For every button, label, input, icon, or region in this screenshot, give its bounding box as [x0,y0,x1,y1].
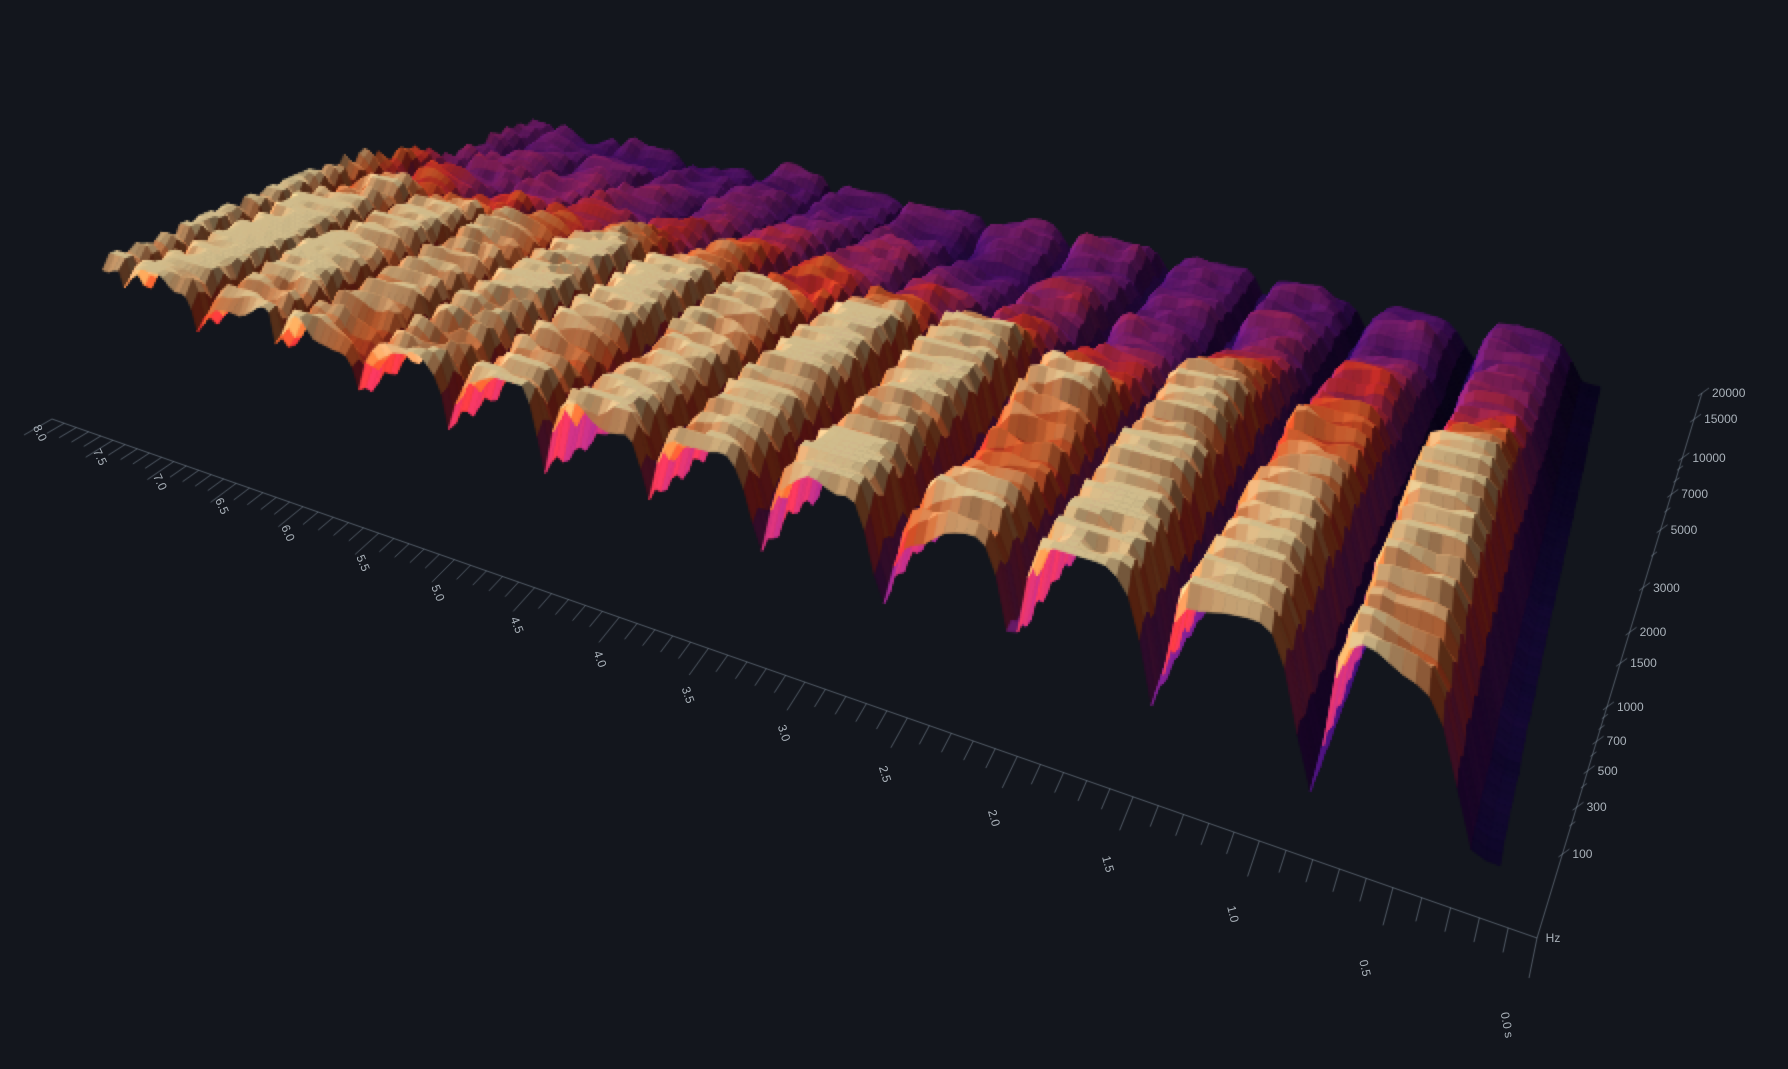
surface-plot-canvas[interactable] [0,0,1788,1069]
spectrogram-3d-view[interactable]: Hz 8.0 7.5 7.0 6.5 6.0 5.5 5.0 4.5 4.0 3.5 3.0 2.5 2… [0,0,1788,1069]
